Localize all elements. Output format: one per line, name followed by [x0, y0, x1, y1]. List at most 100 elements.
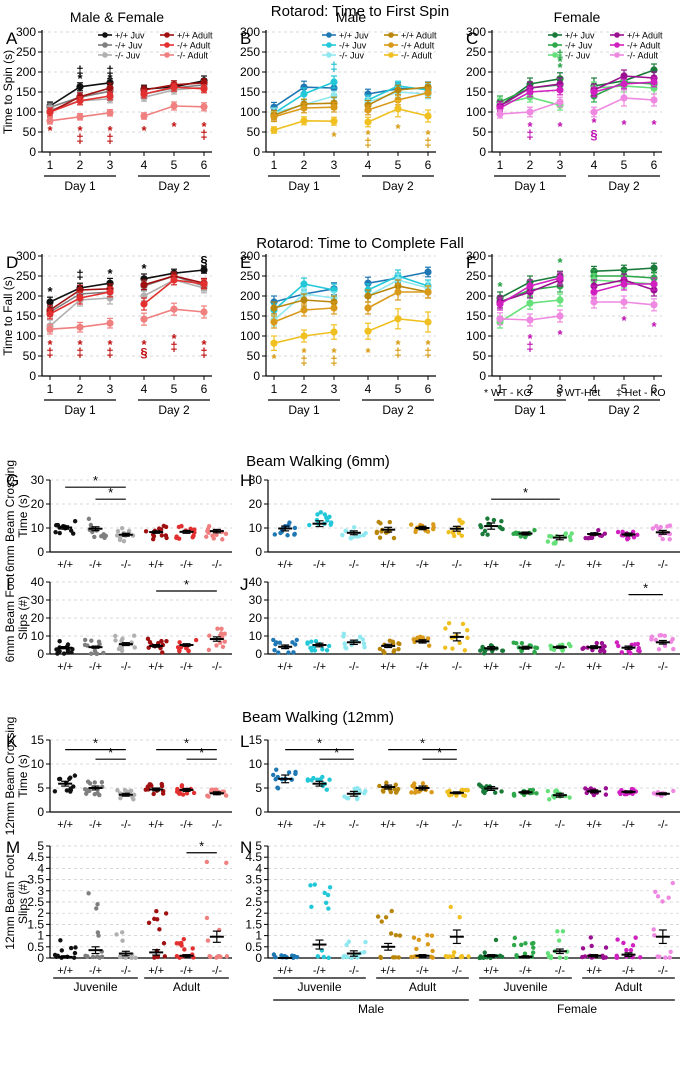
data-point [300, 83, 308, 91]
data-point [635, 532, 640, 538]
data-point [341, 955, 346, 960]
y-tick-label: 0 [37, 647, 44, 661]
group-female-label: Female [557, 1002, 597, 1016]
data-point [278, 530, 283, 536]
data-point [431, 524, 436, 530]
data-point [292, 531, 297, 537]
x-tick-label: 5 [171, 382, 178, 396]
data-point [315, 954, 321, 959]
data-point [655, 954, 660, 959]
x-tick-label: 1 [497, 158, 504, 172]
data-point [424, 112, 432, 120]
data-point [396, 641, 401, 646]
y-tick-label: 20 [31, 611, 45, 625]
data-point [223, 531, 229, 537]
data-point [566, 641, 572, 647]
legend-swatch-dot [552, 52, 558, 58]
day-label: Day 1 [514, 179, 546, 193]
data-point [556, 86, 564, 94]
data-point [533, 645, 538, 650]
y-tick-label: 15 [249, 733, 263, 747]
significance-marker: ‡ [76, 131, 83, 146]
chart-D: 0 50 100 150 200 250 300 1 2 3 4 5 6 Day 1 Day 2 Time t… [1, 249, 212, 417]
footnote-het: § WT-Het [556, 387, 600, 399]
data-point [324, 787, 329, 792]
data-point [55, 651, 60, 656]
data-point [378, 954, 383, 960]
significance-marker: * [77, 123, 83, 138]
significance-marker: * [171, 119, 177, 134]
x-tick-label: 2 [527, 382, 534, 396]
legend-label: +/+ Juv [115, 31, 145, 41]
x-tick-label: 4 [591, 382, 598, 396]
legend-swatch-dot [552, 32, 558, 38]
data-point [291, 650, 296, 655]
data-point [450, 646, 455, 651]
series [270, 308, 432, 351]
data-point [324, 648, 330, 653]
data-point [89, 638, 94, 643]
data-point [662, 633, 667, 638]
data-point [76, 323, 84, 331]
data-point [466, 954, 471, 959]
data-point [113, 633, 118, 639]
data-point [132, 645, 138, 650]
data-point [329, 520, 334, 525]
y-tick-label: 20 [249, 497, 263, 511]
data-point [106, 279, 114, 287]
data-point [184, 791, 190, 796]
data-point [154, 909, 159, 914]
category-label: -/+ [180, 661, 193, 673]
legend-swatch-dot [388, 32, 394, 38]
data-point [462, 648, 468, 653]
y-tick-label: 50 [247, 349, 261, 363]
data-point [68, 789, 73, 794]
data-point [341, 634, 346, 639]
data-point [456, 530, 462, 536]
significance-marker: ‡ [106, 63, 113, 78]
legend-label: -/+ Adult [401, 41, 435, 51]
data-point [413, 529, 418, 535]
data-point [101, 532, 106, 537]
data-point [46, 325, 54, 333]
category-label: -/+ [89, 819, 102, 831]
data-point [602, 644, 607, 649]
data-point [200, 266, 208, 274]
category-label: +/+ [57, 559, 73, 571]
significance-star: * [199, 745, 204, 760]
x-tick-label: 6 [651, 158, 658, 172]
y-tick-label: 0 [253, 145, 260, 159]
data-point [140, 90, 148, 98]
category-label: +/+ [483, 559, 499, 571]
y-tick-label: 100 [16, 105, 36, 119]
data-point [312, 882, 318, 887]
data-point [599, 640, 605, 646]
significance-star: * [184, 736, 189, 751]
significance-marker: ‡ [170, 339, 177, 354]
y-tick-label: 300 [240, 249, 260, 263]
data-point [211, 787, 216, 793]
data-point [629, 786, 635, 792]
data-point [272, 532, 277, 537]
y-tick-label: 2.5 [27, 895, 44, 909]
y-tick-label: 0 [253, 369, 260, 383]
category-label: -/- [452, 661, 463, 673]
y-tick-label: 20 [31, 497, 45, 511]
y-tick-label: 50 [247, 125, 261, 139]
y-tick-label: 100 [240, 329, 260, 343]
data-point [275, 785, 280, 790]
data-point [270, 339, 278, 347]
y-tick-label: 150 [240, 309, 260, 323]
category-label: +/+ [57, 965, 73, 977]
y-tick-label: 100 [466, 329, 486, 343]
data-point [626, 649, 631, 654]
y-tick-label: 2 [255, 906, 262, 920]
data-point [342, 794, 347, 799]
data-point [364, 118, 372, 126]
data-point [615, 937, 620, 942]
data-point [119, 930, 125, 935]
chart-C: 0 50 100 150 200 250 300 1 2 3 4 5 6 Day 1 Day 2 Female… [466, 9, 663, 193]
data-point [454, 793, 459, 798]
category-label: -/- [349, 965, 360, 977]
y-axis-label: Slips (#) [16, 596, 30, 640]
